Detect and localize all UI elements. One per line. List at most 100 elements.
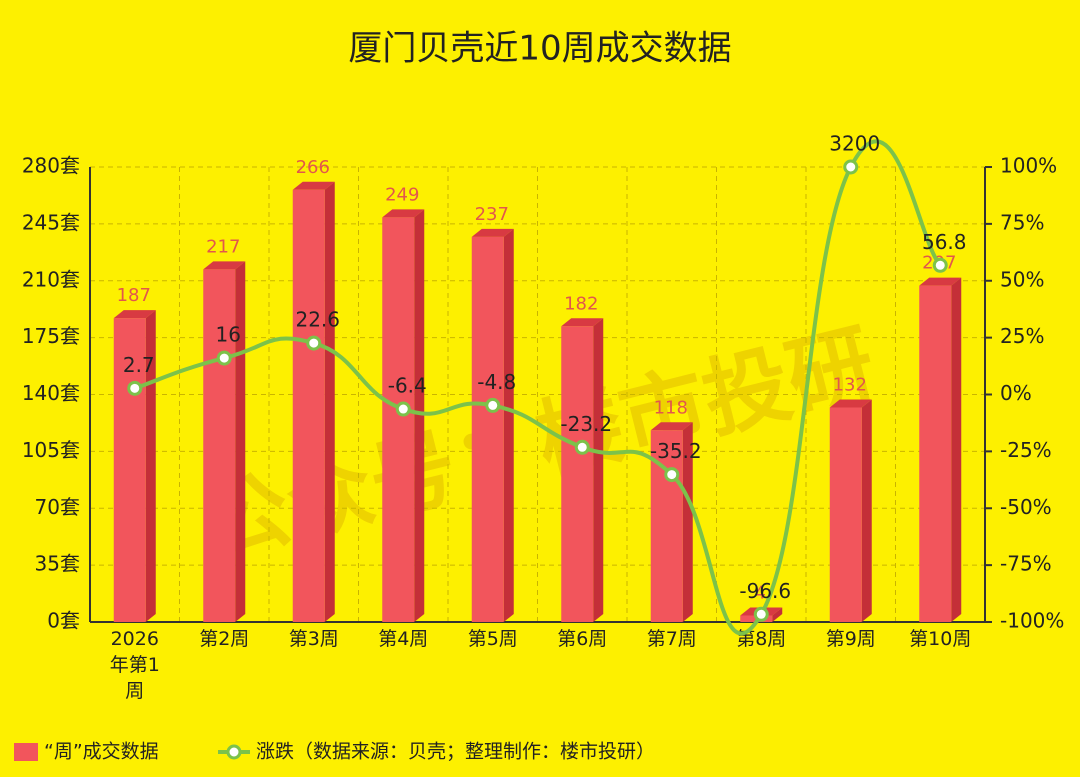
bar-top <box>829 399 872 408</box>
x-tick-label: 第2周 <box>199 628 250 650</box>
bar-value-label: 118 <box>654 397 688 418</box>
y-tick-label: 175套 <box>22 324 80 348</box>
line-value-label: 16 <box>216 323 241 347</box>
bar-top <box>919 277 962 286</box>
x-tick-label: 第9周 <box>825 628 876 650</box>
y2-tick-label: -50% <box>1000 495 1052 519</box>
x-tick-label-box: 第4周 <box>378 628 429 650</box>
line-value-label: -4.8 <box>477 370 516 394</box>
line-marker <box>306 335 322 351</box>
bar-side <box>414 209 425 622</box>
bar-top <box>561 318 604 327</box>
bar <box>471 236 504 622</box>
line-value-label: 2.7 <box>123 353 155 377</box>
x-tick-label: 第8周 <box>736 628 787 650</box>
y-tick-label: 0套 <box>47 609 80 633</box>
x-tick-label-box: 第7周 <box>646 628 697 650</box>
line-marker <box>395 401 411 417</box>
bar-value-label: 187 <box>117 285 151 306</box>
bar-value-label: 4 <box>755 583 766 604</box>
line-marker <box>753 606 769 622</box>
bar <box>382 217 415 622</box>
bar-top <box>471 228 514 237</box>
line-value-label: -23.2 <box>560 412 612 436</box>
line-value-label: -35.2 <box>650 439 702 463</box>
y2-tick-label: 50% <box>1000 267 1044 291</box>
y-tick-label: 105套 <box>22 438 80 462</box>
bar-side <box>861 399 872 622</box>
bar-top <box>650 422 693 431</box>
bar <box>113 318 146 622</box>
y2-tick-label: -75% <box>1000 552 1052 576</box>
x-tick-label-box: 第9周 <box>825 628 876 650</box>
bar <box>561 326 594 622</box>
bar <box>203 269 236 622</box>
line-marker <box>216 350 232 366</box>
x-tick-label-box: 第8周 <box>736 628 787 650</box>
y2-tick-label: 100% <box>1000 154 1057 178</box>
y-tick-label: 70套 <box>35 495 80 519</box>
x-tick-label-box: 第3周 <box>288 628 339 650</box>
line-value-label: -96.6 <box>739 579 791 603</box>
legend-label: “周”成交数据 <box>44 741 159 763</box>
x-tick-label: 第10周 <box>909 628 972 650</box>
bar-side <box>772 607 783 622</box>
x-tick-label: 第3周 <box>288 628 339 650</box>
y-tick-label: 140套 <box>22 381 80 405</box>
y2-tick-label: 0% <box>1000 381 1032 405</box>
line-marker <box>843 159 859 175</box>
bar-top <box>382 209 425 218</box>
line-value-label: 22.6 <box>295 308 340 332</box>
bar-value-label: 182 <box>564 293 598 314</box>
bar <box>829 407 862 622</box>
bar-value-label: 266 <box>296 157 330 178</box>
x-tick-label: 第7周 <box>646 628 697 650</box>
legend-label: 涨跌（数据来源：贝壳；整理制作：楼市投研） <box>256 741 655 763</box>
y-tick-label: 280套 <box>22 154 80 178</box>
x-tick-label-box: 第5周 <box>467 628 518 650</box>
bar-top <box>203 261 246 270</box>
line-marker <box>485 397 501 413</box>
legend-swatch <box>14 743 38 761</box>
x-tick-label-box: 第6周 <box>557 628 608 650</box>
y-tick-label: 245套 <box>22 210 80 234</box>
x-tick-label-box: 2026年第1周 <box>109 628 160 702</box>
chart-title: 厦门贝壳近10周成交数据 <box>348 29 731 69</box>
line-value-label: -6.4 <box>388 374 427 398</box>
y2-tick-label: -100% <box>1000 609 1064 633</box>
x-tick-label: 第5周 <box>467 628 518 650</box>
x-tick-label: 第6周 <box>557 628 608 650</box>
y-tick-label: 35套 <box>35 552 80 576</box>
line-value-label: 3200 <box>829 132 880 156</box>
x-tick-label-box: 第10周 <box>909 628 972 650</box>
bar-side <box>951 277 962 622</box>
legend-marker <box>226 744 242 760</box>
bar-side <box>235 261 246 622</box>
y2-tick-label: 25% <box>1000 324 1044 348</box>
x-tick-label-box: 第2周 <box>199 628 250 650</box>
line-marker <box>574 439 590 455</box>
x-tick-label: 第4周 <box>378 628 429 650</box>
line-value-label: 56.8 <box>922 230 967 254</box>
bar-side <box>593 318 604 622</box>
bar-top <box>113 310 156 319</box>
x-tick-label: 2026年第1周 <box>109 628 160 702</box>
y2-tick-label: -25% <box>1000 438 1052 462</box>
bar-side <box>503 228 514 622</box>
y2-tick-label: 75% <box>1000 210 1044 234</box>
bar-top <box>292 181 335 190</box>
y-tick-label: 210套 <box>22 267 80 291</box>
bar-side <box>682 422 693 622</box>
bar-value-label: 132 <box>833 375 867 396</box>
bar-side <box>145 310 156 622</box>
line-marker <box>932 257 948 273</box>
line-marker <box>664 467 680 483</box>
bar <box>919 285 952 622</box>
bar-side <box>324 181 335 622</box>
bar-value-label: 237 <box>475 204 509 225</box>
bar <box>292 189 325 622</box>
line-marker <box>127 380 143 396</box>
bar-value-label: 217 <box>206 236 240 257</box>
